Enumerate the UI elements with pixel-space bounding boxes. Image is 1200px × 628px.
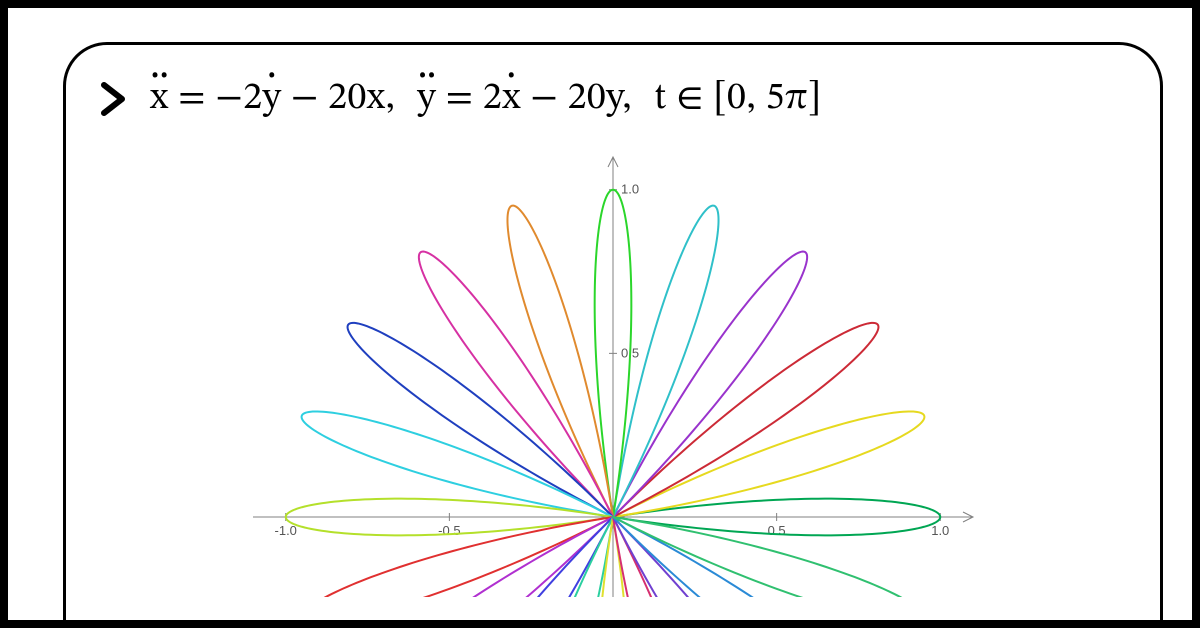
eq-range: t ∈ [0, 5π] xyxy=(654,80,822,118)
petal xyxy=(419,252,613,517)
eq2-rhs-a: = 2 xyxy=(436,80,502,118)
rose-plot: -1.0-0.50.51.00.51.0 xyxy=(223,127,1003,597)
prompt-caret-icon xyxy=(96,81,132,117)
svg-text:0.5: 0.5 xyxy=(768,523,786,538)
svg-text:-1.0: -1.0 xyxy=(275,523,297,538)
svg-text:1.0: 1.0 xyxy=(621,182,639,197)
content-panel: ••x = −2•y − 20x,••y = 2•x − 20y,t ∈ [0,… xyxy=(63,42,1163,628)
petal xyxy=(613,323,878,517)
svg-text:-0.5: -0.5 xyxy=(438,523,460,538)
petal xyxy=(348,323,613,517)
eq1-rhs-a: = −2 xyxy=(169,80,263,118)
svg-text:1.0: 1.0 xyxy=(931,523,949,538)
eq1-rhs-b: − 20x, xyxy=(281,80,395,118)
plot-container: -1.0-0.50.51.00.51.0 xyxy=(66,127,1160,597)
petal xyxy=(613,252,807,517)
equation-text: ••x = −2•y − 20x,••y = 2•x − 20y,t ∈ [0,… xyxy=(150,75,822,123)
equation-row: ••x = −2•y − 20x,••y = 2•x − 20y,t ∈ [0,… xyxy=(66,45,1160,123)
outer-frame: ••x = −2•y − 20x,••y = 2•x − 20y,t ∈ [0,… xyxy=(0,0,1200,628)
eq2-rhs-b: − 20y, xyxy=(521,80,632,118)
